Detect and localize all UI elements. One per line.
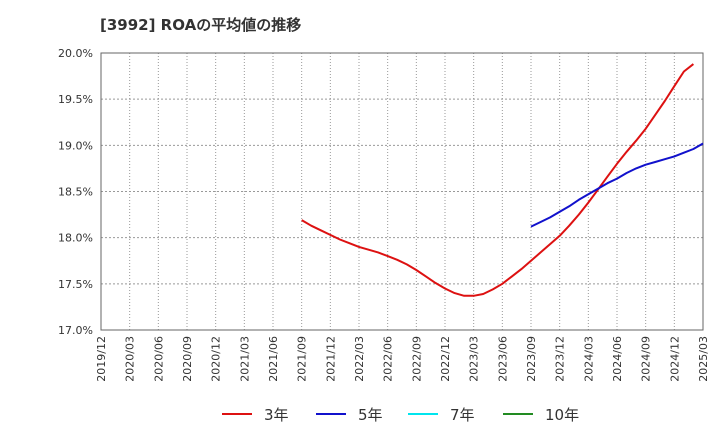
x-tick-label: 2024/09 <box>640 336 653 382</box>
legend-label: 5年 <box>358 406 383 424</box>
x-tick-label: 2021/06 <box>267 336 280 382</box>
x-tick-label: 2022/09 <box>410 336 423 382</box>
x-tick-label: 2022/12 <box>439 336 452 382</box>
x-tick-label: 2024/03 <box>582 336 595 382</box>
x-tick-label: 2021/12 <box>324 336 337 382</box>
x-tick-label: 2020/06 <box>152 336 165 382</box>
chart-title: [3992] ROAの平均値の推移 <box>100 16 302 34</box>
x-tick-label: 2022/03 <box>353 336 366 382</box>
legend-label: 3年 <box>264 406 289 424</box>
y-tick-label: 17.5% <box>58 278 93 291</box>
y-tick-label: 17.0% <box>58 324 93 337</box>
x-tick-label: 2020/09 <box>181 336 194 382</box>
x-tick-label: 2024/12 <box>668 336 681 382</box>
x-tick-label: 2020/03 <box>124 336 137 382</box>
plot-frame <box>100 52 704 331</box>
x-tick-label: 2024/06 <box>611 336 624 382</box>
series-line-2 <box>530 142 704 228</box>
x-tick-label: 2023/06 <box>496 336 509 382</box>
y-tick-label: 20.0% <box>58 47 93 60</box>
x-tick-label: 2025/03 <box>697 336 710 382</box>
x-tick-label: 2021/09 <box>296 336 309 382</box>
x-tick-label: 2020/12 <box>210 336 223 382</box>
y-tick-label: 18.0% <box>58 232 93 245</box>
y-tick-label: 19.0% <box>58 139 93 152</box>
x-tick-label: 2023/12 <box>554 336 567 382</box>
x-tick-label: 2021/03 <box>238 336 251 382</box>
y-tick-label: 18.5% <box>58 186 93 199</box>
x-tick-label: 2022/06 <box>382 336 395 382</box>
series-line-1 <box>301 63 695 297</box>
x-tick-label: 2019/12 <box>95 336 108 382</box>
legend-label: 7年 <box>450 406 475 424</box>
x-tick-label: 2023/09 <box>525 336 538 382</box>
legend-label: 10年 <box>545 406 579 424</box>
y-tick-label: 19.5% <box>58 93 93 106</box>
x-tick-label: 2023/03 <box>468 336 481 382</box>
